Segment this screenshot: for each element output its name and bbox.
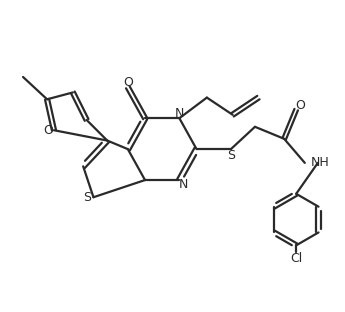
Text: N: N — [179, 178, 188, 191]
Text: O: O — [123, 76, 133, 89]
Text: O: O — [296, 99, 306, 112]
Text: S: S — [227, 149, 235, 162]
Text: Cl: Cl — [290, 252, 302, 265]
Text: N: N — [175, 107, 184, 120]
Text: O: O — [43, 124, 53, 137]
Text: S: S — [83, 191, 91, 204]
Text: NH: NH — [311, 156, 330, 169]
